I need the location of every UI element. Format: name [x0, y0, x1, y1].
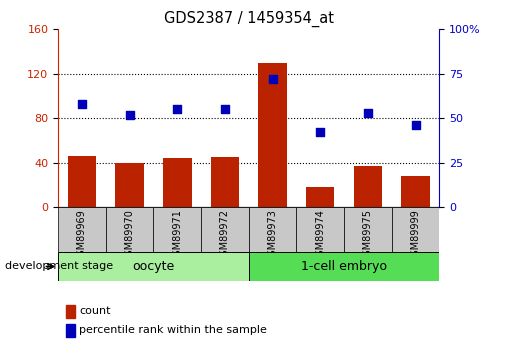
Point: [173, 107, 181, 112]
Text: 1-cell embryo: 1-cell embryo: [301, 260, 387, 273]
Text: GSM89973: GSM89973: [268, 209, 278, 262]
Bar: [354, 166, 382, 207]
Bar: [211, 157, 239, 207]
Text: GSM89969: GSM89969: [77, 209, 87, 262]
Bar: [163, 158, 191, 207]
Text: GSM89970: GSM89970: [125, 209, 134, 262]
Bar: [58, 207, 106, 252]
Bar: [106, 207, 154, 252]
Bar: [154, 207, 201, 252]
Text: oocyte: oocyte: [132, 260, 175, 273]
Title: GDS2387 / 1459354_at: GDS2387 / 1459354_at: [164, 10, 334, 27]
Point: [78, 101, 86, 107]
Text: GSM89974: GSM89974: [315, 209, 325, 262]
Text: GSM89999: GSM89999: [411, 209, 421, 262]
Bar: [201, 207, 249, 252]
Bar: [306, 187, 334, 207]
Point: [269, 76, 277, 82]
Text: GSM89972: GSM89972: [220, 209, 230, 262]
Text: GSM89975: GSM89975: [363, 209, 373, 262]
Bar: [66, 305, 75, 317]
Text: GSM89971: GSM89971: [172, 209, 182, 262]
Bar: [258, 63, 287, 207]
Text: development stage: development stage: [5, 262, 113, 271]
Bar: [296, 207, 344, 252]
Point: [316, 130, 324, 135]
Point: [364, 110, 372, 116]
Point: [126, 112, 134, 117]
Bar: [401, 176, 430, 207]
Text: percentile rank within the sample: percentile rank within the sample: [79, 325, 267, 335]
Bar: [249, 252, 439, 281]
Bar: [66, 324, 75, 337]
Bar: [392, 207, 439, 252]
Point: [412, 122, 420, 128]
Bar: [68, 156, 96, 207]
Text: count: count: [79, 306, 111, 316]
Point: [221, 107, 229, 112]
Bar: [249, 207, 296, 252]
Bar: [58, 252, 249, 281]
Bar: [344, 207, 392, 252]
Bar: [115, 162, 144, 207]
